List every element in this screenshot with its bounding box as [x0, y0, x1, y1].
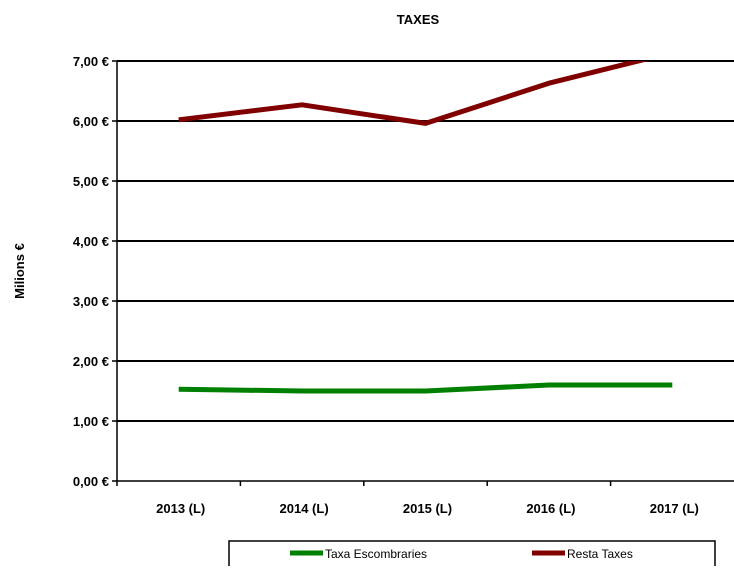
x-tick-label: 2016 (L) [526, 501, 575, 516]
legend-label: Taxa Escombraries [325, 547, 427, 561]
x-tick-label: 2015 (L) [403, 501, 452, 516]
y-axis-title: Milions € [12, 243, 27, 299]
y-tick-label: 1,00 € [73, 414, 109, 429]
y-tick-label: 4,00 € [73, 234, 109, 249]
y-tick-label: 3,00 € [73, 294, 109, 309]
y-tick-label: 6,00 € [73, 114, 109, 129]
x-tick-label: 2013 (L) [156, 501, 205, 516]
y-tick-label: 5,00 € [73, 174, 109, 189]
x-tick-label: 2017 (L) [650, 501, 699, 516]
series-line [178, 61, 649, 126]
y-tick-labels: 0,00 € 1,00 € 2,00 € 3,00 € 4,00 € 5,00 € 6,00… [73, 54, 109, 489]
x-tick-labels: 2013 (L) 2014 (L) 2015 (L) 2016 (L) 2017 (L) [156, 501, 699, 516]
y-tick-label: 0,00 € [73, 474, 109, 489]
y-tick-label: 2,00 € [73, 354, 109, 369]
y-tick-label: 7,00 € [73, 54, 109, 69]
chart-title: TAXES [397, 12, 440, 27]
series-lines [178, 61, 673, 394]
legend-label: Resta Taxes [567, 547, 633, 561]
legend: Taxa Escombraries Resta Taxes [228, 540, 716, 571]
x-tick-label: 2014 (L) [280, 501, 329, 516]
axes [112, 60, 734, 486]
series-line [178, 382, 673, 394]
